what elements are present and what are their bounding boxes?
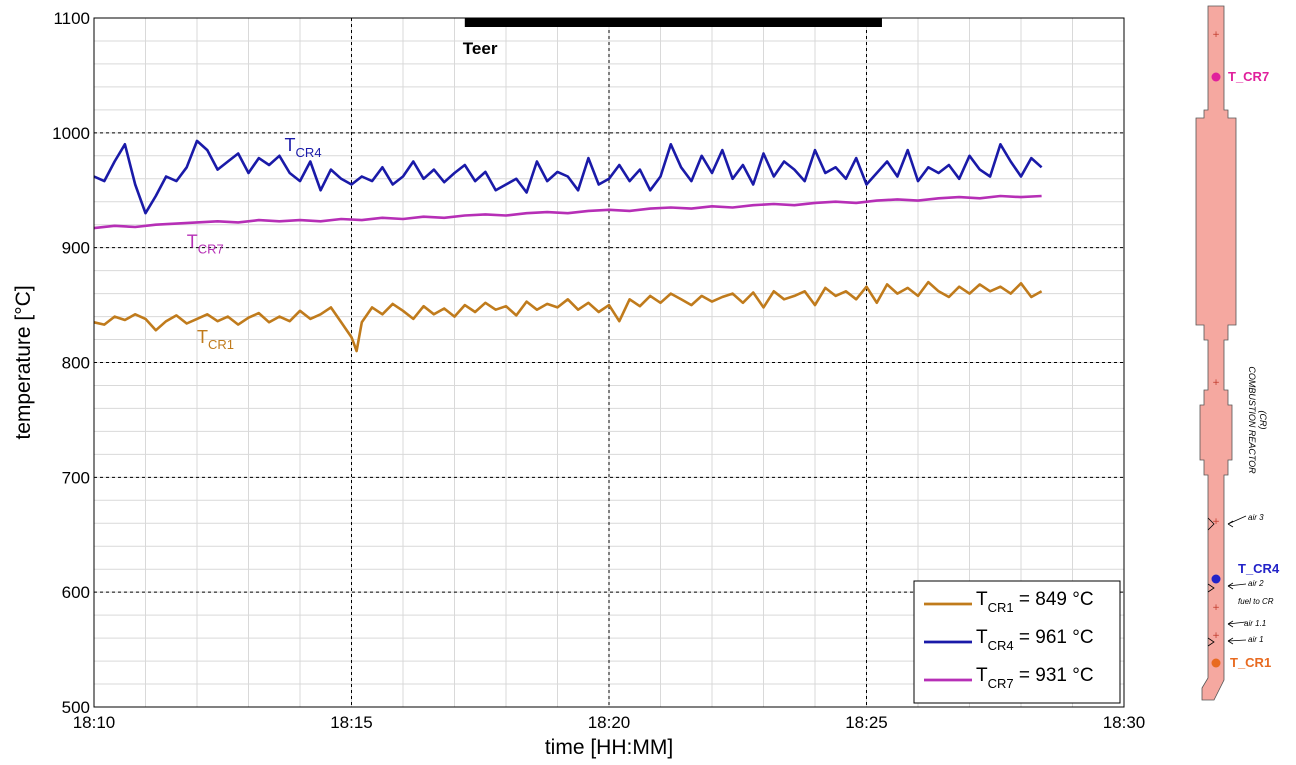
air-3-label: air 3	[1248, 513, 1264, 522]
t-cr4-sensor-dot	[1211, 574, 1221, 584]
inlet-arrowhead	[1227, 582, 1234, 590]
air-1-label: air 1	[1248, 635, 1264, 644]
x-tick-label: 18:30	[1103, 713, 1146, 732]
x-axis-ticks: 18:10 18:15 18:20 18:25 18:30	[73, 713, 1146, 732]
air-1-1-label: air 1.1	[1244, 619, 1266, 628]
y-tick-label: 1000	[52, 124, 90, 143]
series-line-cr4	[93, 139, 1043, 215]
series-line-cr1	[93, 280, 1043, 353]
series-lines	[93, 139, 1043, 353]
x-axis-label: time [HH:MM]	[545, 736, 673, 759]
inlet-arrow	[1227, 639, 1247, 642]
legend-entry-cr1: TCR1 = 849 °C	[976, 589, 1094, 615]
fuel-to-cr-label: fuel to CR	[1238, 597, 1274, 606]
y-tick-label: 700	[62, 468, 90, 487]
nozzle-mark	[1207, 583, 1215, 593]
t-cr1-label: T_CR1	[1230, 655, 1271, 670]
t-cr1-sensor-dot	[1211, 658, 1221, 668]
series-line-cr7	[93, 194, 1042, 230]
t-cr7-label: T_CR7	[1228, 69, 1269, 84]
y-tick-label: 800	[62, 354, 90, 373]
teer-bar	[464, 18, 882, 27]
nozzle-mark	[1207, 637, 1215, 647]
legend-entry-cr4: TCR4 = 961 °C	[976, 627, 1094, 653]
sensor-marker: +	[1212, 631, 1220, 641]
reactor-body	[1195, 5, 1237, 701]
sensor-marker: +	[1212, 603, 1220, 613]
y-tick-label: 900	[62, 239, 90, 258]
legend: TCR1 = 849 °C TCR4 = 961 °C TCR7 = 931 °C	[913, 580, 1121, 704]
series-labels: TCR1 TCR4 TCR7	[187, 135, 322, 352]
x-tick-label: 18:15	[330, 713, 373, 732]
nozzle-mark	[1207, 517, 1215, 531]
reactor-title: COMBUSTION REACTOR	[1247, 366, 1257, 474]
inlet-arrowhead	[1227, 637, 1234, 645]
sensor-marker: +	[1212, 517, 1220, 527]
sensor-marker: +	[1212, 378, 1220, 388]
legend-entry-cr7: TCR7 = 931 °C	[976, 665, 1094, 691]
y-tick-label: 600	[62, 583, 90, 602]
y-tick-label: 500	[62, 698, 90, 717]
inlet-arrow	[1227, 515, 1247, 525]
plot-frame	[93, 17, 1125, 708]
series-label-cr1: TCR1	[197, 327, 234, 352]
t-cr4-label: T_CR4	[1238, 561, 1280, 576]
x-tick-label: 18:25	[845, 713, 888, 732]
series-label-cr4: TCR4	[285, 135, 322, 160]
y-axis-label: temperature [°C]	[12, 285, 35, 439]
t-cr7-sensor-dot	[1211, 72, 1221, 82]
air-2-label: air 2	[1248, 579, 1264, 588]
reactor-schematic: + + + + + T_CR7 T_CR4 T_CR1 COMBUSTION REACT…	[1195, 5, 1280, 701]
x-tick-label: 18:10	[73, 713, 116, 732]
series-label-cr7: TCR7	[187, 232, 224, 257]
x-tick-label: 18:20	[588, 713, 631, 732]
teer-label: Teer	[463, 39, 498, 58]
y-tick-label: 1100	[53, 9, 90, 28]
sensor-marker: +	[1212, 30, 1220, 40]
inlet-arrowhead	[1227, 620, 1234, 628]
reactor-markers: + + + + +	[1212, 30, 1220, 641]
inlet-arrowhead	[1227, 520, 1234, 528]
reactor-title-abbrev: (CR)	[1258, 411, 1268, 430]
teer-annotation: Teer	[463, 18, 882, 58]
air-inlet-arrows	[1207, 515, 1247, 647]
y-axis-ticks: 500 600 700 800 900 1000 1100	[52, 9, 90, 717]
inlet-arrow	[1227, 621, 1247, 625]
inlet-arrow	[1227, 583, 1247, 587]
